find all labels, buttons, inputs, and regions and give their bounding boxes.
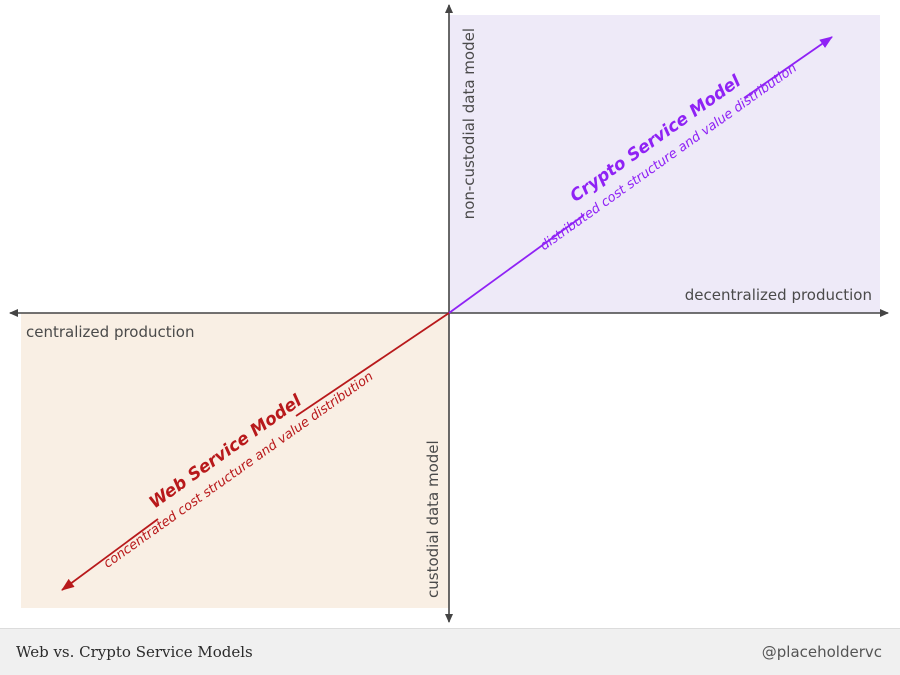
footer-bar: Web vs. Crypto Service Models @placehold… [0,628,900,675]
footer-handle: @placeholdervc [761,643,882,661]
axis-label-top: non-custodial data model [460,28,478,219]
quadrant-diagram: decentralized production centralized pro… [9,4,889,623]
web-arrow-tail [61,518,159,591]
crypto-arrow [448,214,585,314]
web-quadrant [21,313,449,608]
axis-label-bottom: custodial data model [424,440,442,598]
axis-label-right: decentralized production [685,286,872,304]
axis-label-left: centralized production [26,323,195,341]
crypto-arrow-tail [743,36,833,99]
crypto-quadrant [449,15,880,313]
web-arrow [295,312,450,417]
footer-title: Web vs. Crypto Service Models [16,643,253,661]
